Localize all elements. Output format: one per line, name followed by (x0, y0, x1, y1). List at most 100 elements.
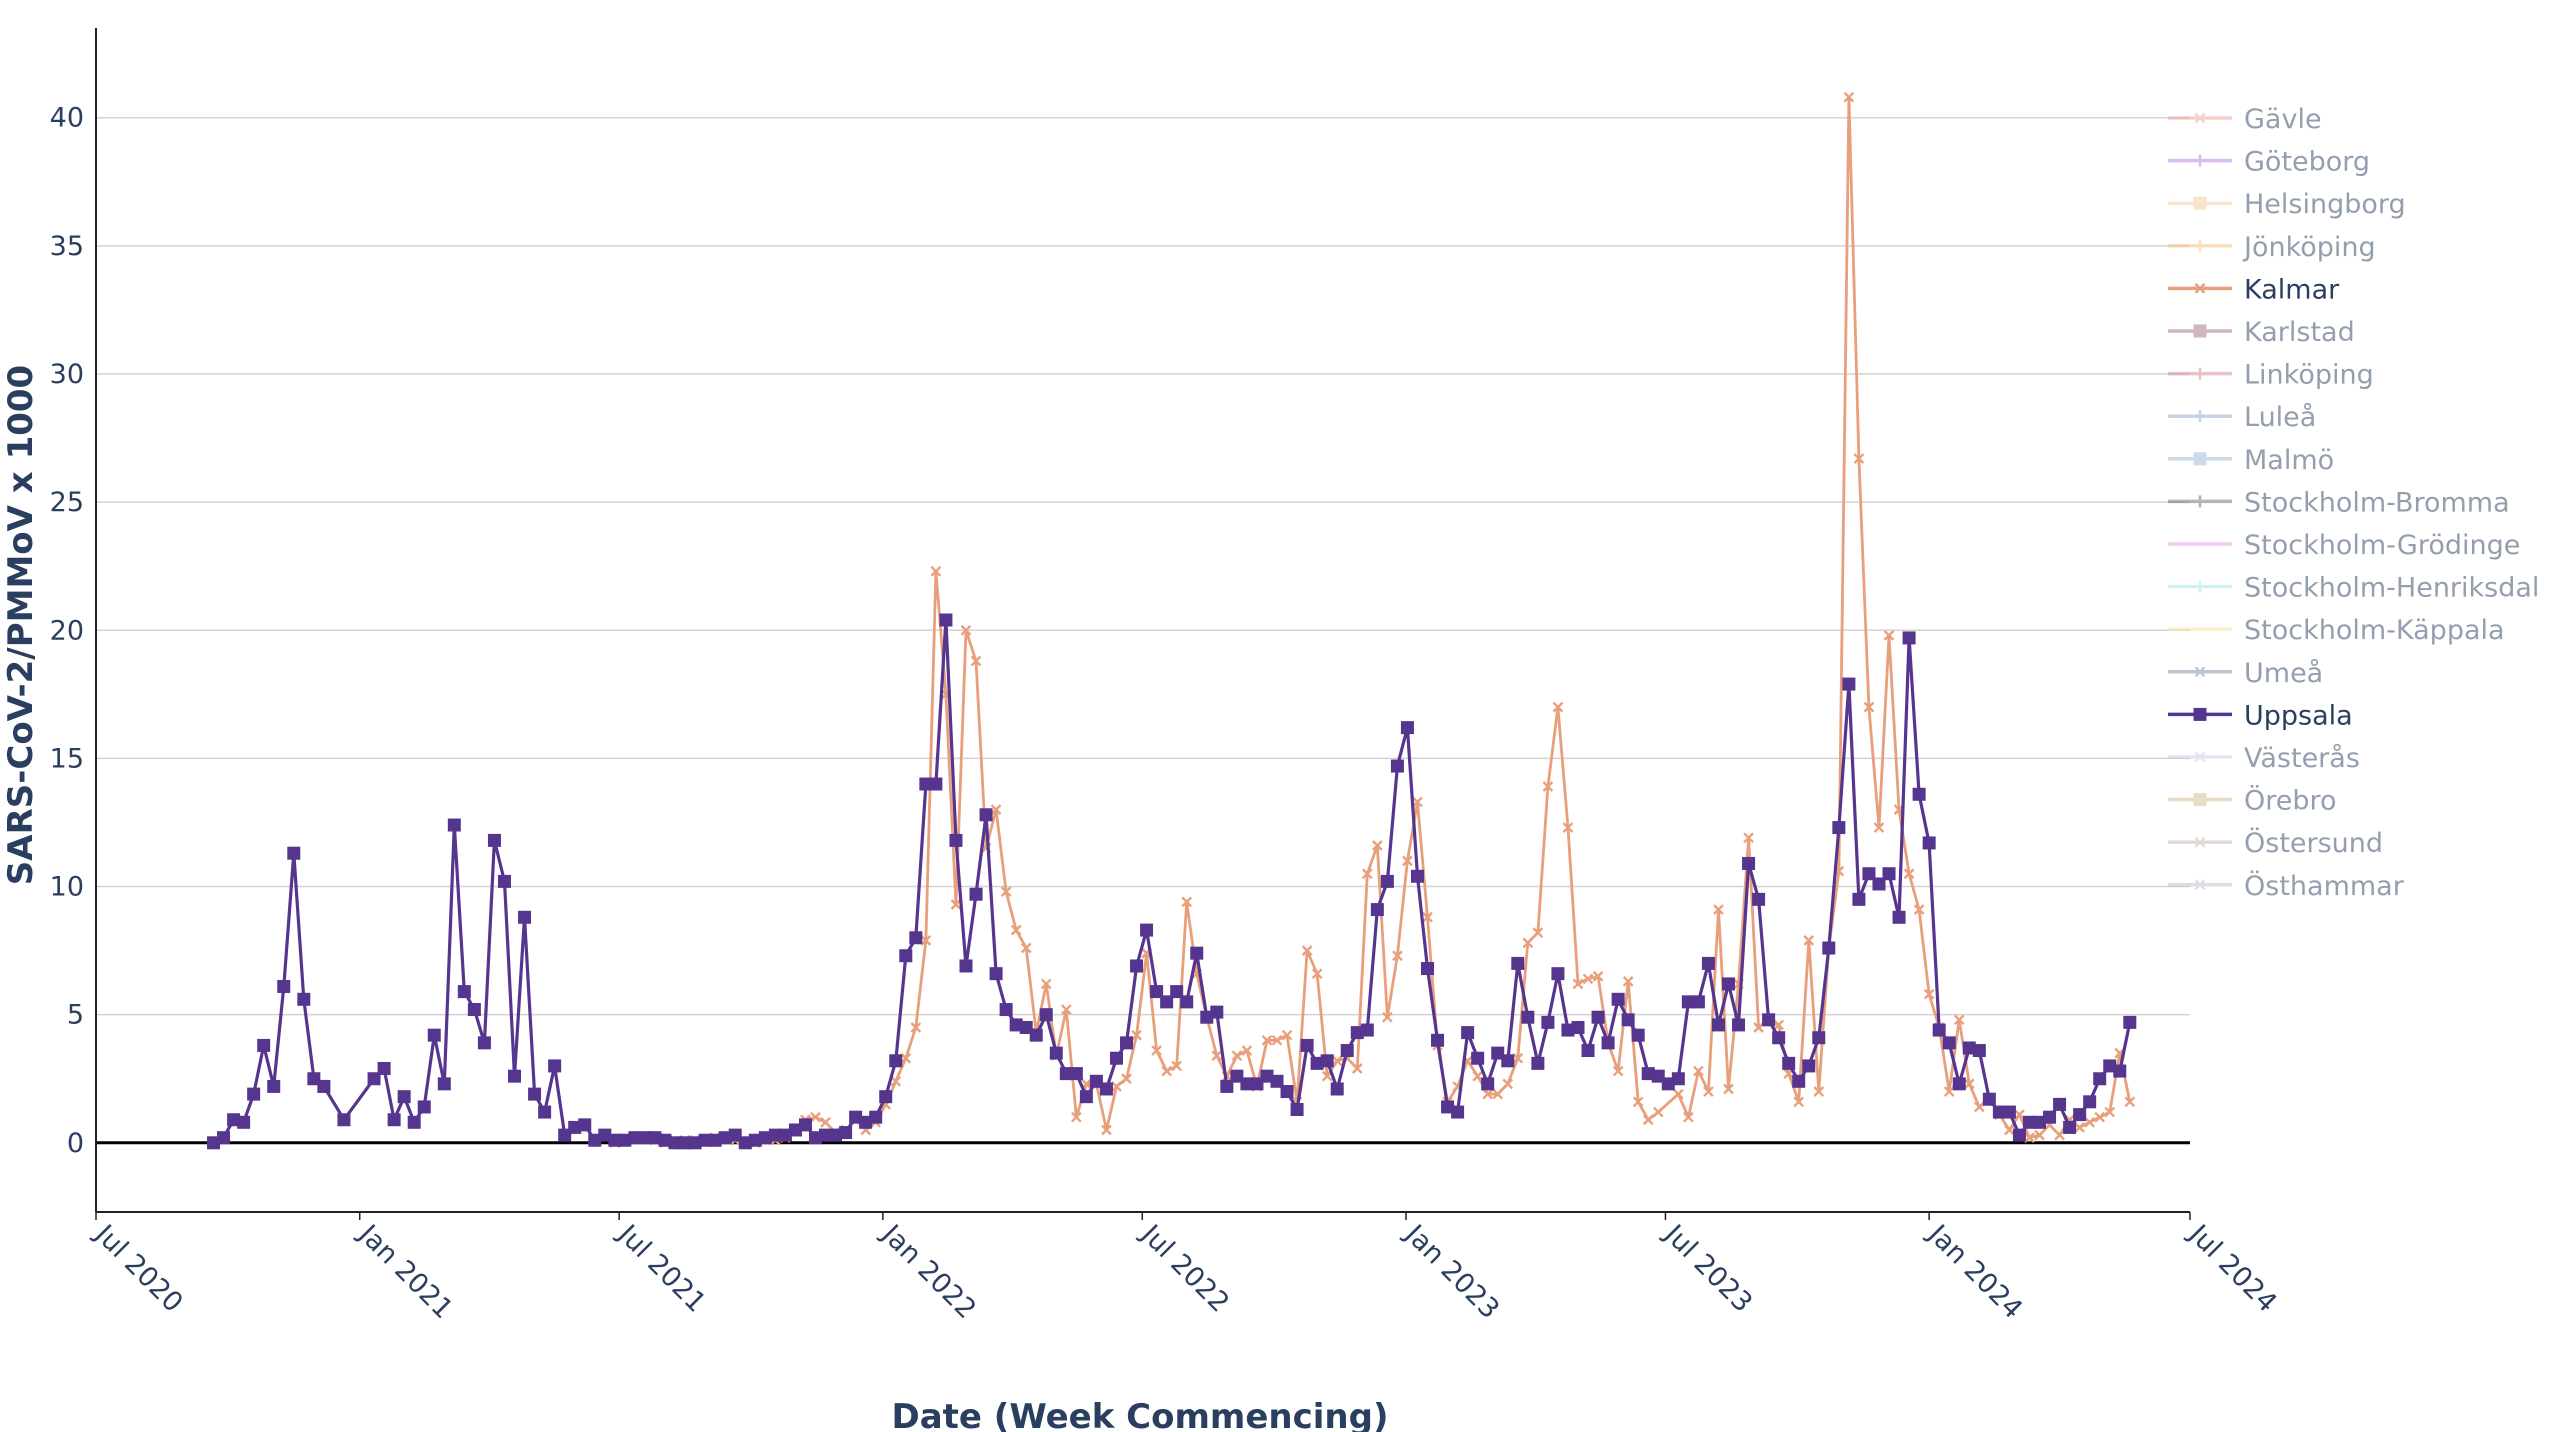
legend-item-karlstad[interactable]: Karlstad (2168, 317, 2355, 348)
legend-item-stockholm-gr-dinge[interactable]: Stockholm-Grödinge (2168, 530, 2520, 561)
data-point-uppsala (2053, 1097, 2067, 1111)
legend-item-link-ping[interactable]: Linköping (2168, 360, 2374, 391)
data-point-uppsala (859, 1115, 873, 1129)
data-point-kalmar (2124, 1096, 2136, 1108)
data-point-uppsala (1280, 1085, 1294, 1099)
data-point-kalmar (970, 655, 982, 667)
data-point-uppsala (1802, 1059, 1816, 1073)
data-point-kalmar (1863, 701, 1875, 713)
legend-label: Östhammar (2244, 870, 2405, 902)
data-point-uppsala (919, 777, 933, 791)
data-point-uppsala (277, 979, 291, 993)
data-point-uppsala (648, 1131, 662, 1145)
data-point-uppsala (1220, 1079, 1234, 1093)
data-point-uppsala (1912, 787, 1926, 801)
data-point-uppsala (1842, 677, 1856, 691)
data-point-uppsala (1882, 867, 1896, 881)
data-point-uppsala (638, 1131, 652, 1145)
data-point-kalmar (1642, 1114, 1654, 1126)
data-point-kalmar (1361, 868, 1373, 880)
legend-item--rebro[interactable]: Örebro (2168, 785, 2337, 817)
y-gridlines (96, 116, 2190, 1016)
data-point-kalmar (1482, 1088, 1494, 1100)
data-point-kalmar (990, 804, 1002, 815)
legend-item-kalmar[interactable]: Kalmar (2168, 274, 2340, 305)
data-point-uppsala (1701, 956, 1715, 970)
legend-item-stockholm-bromma[interactable]: Stockholm-Bromma (2168, 487, 2510, 518)
x-tick-label: Jan 2023 (1398, 1218, 1505, 1325)
data-point-uppsala (1441, 1100, 1455, 1114)
y-tick-label: 20 (50, 615, 84, 646)
data-point-uppsala (578, 1118, 592, 1132)
data-point-uppsala (959, 959, 973, 973)
series-uppsala (207, 613, 2137, 1150)
data-point-uppsala (1140, 923, 1154, 937)
legend-item-g-vle[interactable]: Gävle (2168, 104, 2322, 135)
y-tick-label: 25 (50, 487, 84, 518)
data-point-uppsala (1651, 1069, 1665, 1083)
legend-item-g-teborg[interactable]: Göteborg (2168, 147, 2370, 178)
data-point-kalmar (2104, 1106, 2116, 1118)
data-point-kalmar (2054, 1129, 2065, 1141)
data-point-uppsala (1972, 1044, 1986, 1058)
data-point-uppsala (668, 1136, 682, 1150)
x-axis-title: Date (Week Commencing) (891, 1397, 1388, 1432)
legend-marker (2194, 666, 2206, 678)
data-point-kalmar (1131, 1029, 1142, 1041)
data-point-uppsala (658, 1133, 672, 1147)
data-point-uppsala (1521, 1010, 1535, 1024)
y-tick-label: 30 (50, 359, 84, 390)
data-point-uppsala (518, 910, 532, 924)
legend-item-stockholm-henriksdal[interactable]: Stockholm-Henriksdal (2168, 573, 2539, 604)
legend-item--stersund[interactable]: Östersund (2168, 827, 2383, 859)
data-point-kalmar (2004, 1124, 2015, 1136)
legend-label: Stockholm-Bromma (2244, 487, 2510, 518)
data-point-uppsala (387, 1113, 401, 1127)
data-point-uppsala (708, 1133, 722, 1147)
data-point-kalmar (1723, 1083, 1734, 1095)
data-point-kalmar (1472, 1070, 1484, 1082)
legend-label: Helsingborg (2244, 189, 2406, 220)
data-point-uppsala (528, 1087, 542, 1101)
x-tick-marks (95, 1212, 2191, 1220)
data-point-kalmar (1071, 1111, 1082, 1123)
data-point-kalmar (1652, 1106, 1664, 1118)
data-point-kalmar (1231, 1050, 1243, 1062)
data-point-uppsala (628, 1131, 642, 1145)
legend-item-v-ster-s[interactable]: Västerås (2168, 743, 2360, 774)
y-tick-label: 0 (67, 1128, 84, 1159)
data-point-uppsala (879, 1090, 893, 1104)
legend-item-j-nk-ping[interactable]: Jönköping (2168, 232, 2376, 263)
x-tick-label: Jul 2024 (2182, 1218, 2283, 1319)
data-point-uppsala (568, 1120, 582, 1134)
data-point-uppsala (457, 985, 471, 999)
data-point-kalmar (960, 624, 972, 636)
data-point-kalmar (1020, 942, 1032, 954)
data-point-kalmar (1913, 904, 1925, 915)
data-point-uppsala (1691, 995, 1705, 1009)
data-point-uppsala (1902, 631, 1916, 645)
data-point-uppsala (1190, 946, 1204, 960)
x-tick-label: Jan 2024 (1921, 1218, 2028, 1325)
data-point-kalmar (890, 1075, 902, 1087)
legend-item-ume-[interactable]: Umeå (2168, 658, 2323, 689)
data-point-kalmar (1703, 1086, 1714, 1097)
data-point-uppsala (1150, 985, 1164, 999)
data-point-uppsala (1752, 892, 1766, 906)
data-point-uppsala (688, 1136, 702, 1150)
data-point-uppsala (618, 1133, 632, 1147)
data-point-uppsala (588, 1133, 602, 1147)
legend-item--sthammar[interactable]: Östhammar (2168, 870, 2405, 902)
data-point-kalmar (1111, 1081, 1122, 1092)
legend-item-uppsala[interactable]: Uppsala (2168, 700, 2353, 731)
legend-item-lule-[interactable]: Luleå (2168, 402, 2316, 433)
legend-item-helsingborg[interactable]: Helsingborg (2168, 189, 2406, 220)
legend-item-stockholm-k-ppala[interactable]: Stockholm-Käppala (2168, 615, 2505, 646)
data-point-kalmar (1803, 934, 1815, 946)
legend-item-malm-[interactable]: Malmö (2168, 445, 2334, 476)
data-point-uppsala (1581, 1044, 1595, 1058)
data-point-uppsala (1180, 995, 1194, 1009)
data-point-uppsala (1340, 1044, 1354, 1058)
legend-label: Linköping (2244, 360, 2374, 391)
data-point-kalmar (1392, 950, 1403, 962)
